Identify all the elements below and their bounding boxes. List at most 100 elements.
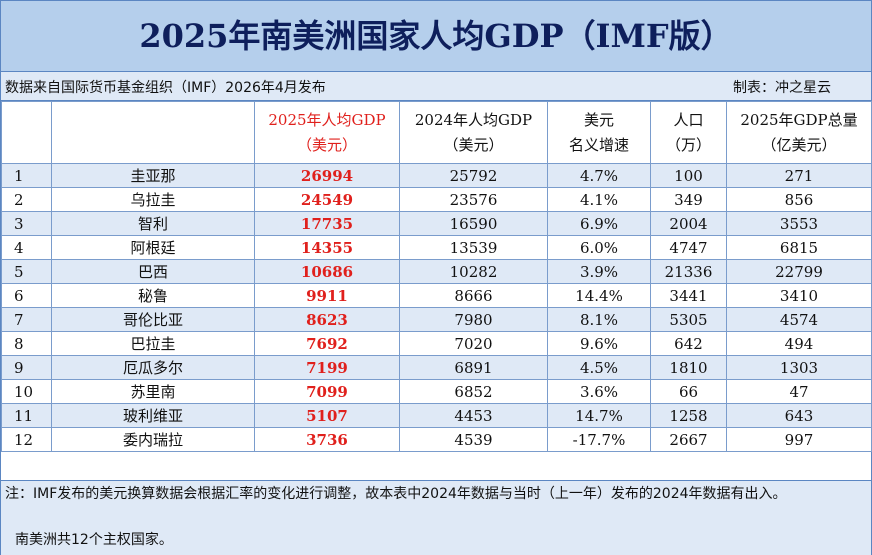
footnote-exchange-rate: 注：IMF发布的美元换算数据会根据汇率的变化进行调整，故本表中2024年数据与当… [5, 486, 787, 502]
cell-gdp-2025: 17735 [254, 211, 400, 236]
cell-population: 1810 [650, 355, 727, 380]
cell-population: 21336 [650, 259, 727, 284]
cell-rank: 7 [1, 307, 52, 332]
table-row: 9 厄瓜多尔 7199 6891 4.5% 1810 1303 [1, 355, 872, 380]
header-country [51, 101, 255, 164]
table-row: 6 秘鲁 9911 8666 14.4% 3441 3410 [1, 283, 872, 308]
cell-rank: 1 [1, 163, 52, 188]
cell-gdp-2024: 7020 [399, 331, 548, 356]
cell-country: 玻利维亚 [51, 403, 255, 428]
cell-gdp-2024: 25792 [399, 163, 548, 188]
header-gdp-2024: 2024年人均GDP （美元） [399, 101, 548, 164]
cell-rank: 10 [1, 379, 52, 404]
table-row: 5 巴西 10686 10282 3.9% 21336 22799 [1, 259, 872, 284]
cell-gdp-total: 271 [726, 163, 872, 188]
table-body: 1 圭亚那 26994 25792 4.7% 100 271 2 乌拉圭 24549 23576 4.… [1, 163, 872, 452]
cell-gdp-2024: 13539 [399, 235, 548, 260]
cell-gdp-2025: 7199 [254, 355, 400, 380]
header-gdp-total: 2025年GDP总量 （亿美元） [726, 101, 872, 164]
cell-growth: 4.7% [547, 163, 651, 188]
cell-growth: 14.7% [547, 403, 651, 428]
table-row: 1 圭亚那 26994 25792 4.7% 100 271 [1, 163, 872, 188]
cell-gdp-total: 3410 [726, 283, 872, 308]
cell-gdp-2024: 4453 [399, 403, 548, 428]
cell-gdp-total: 856 [726, 187, 872, 212]
cell-population: 349 [650, 187, 727, 212]
cell-rank: 9 [1, 355, 52, 380]
cell-gdp-2025: 7692 [254, 331, 400, 356]
header-population: 人口 （万） [650, 101, 727, 164]
cell-gdp-2025: 7099 [254, 379, 400, 404]
cell-country: 阿根廷 [51, 235, 255, 260]
table-row: 3 智利 17735 16590 6.9% 2004 3553 [1, 211, 872, 236]
cell-growth: 3.6% [547, 379, 651, 404]
cell-gdp-2025: 3736 [254, 427, 400, 452]
cell-gdp-2025: 24549 [254, 187, 400, 212]
cell-population: 4747 [650, 235, 727, 260]
cell-population: 2667 [650, 427, 727, 452]
cell-rank: 6 [1, 283, 52, 308]
cell-gdp-total: 4574 [726, 307, 872, 332]
header-row: 2025年人均GDP （美元） 2024年人均GDP （美元） 美元 名义增速 人口（… [1, 101, 872, 164]
cell-gdp-2025: 26994 [254, 163, 400, 188]
cell-country: 委内瑞拉 [51, 427, 255, 452]
cell-growth: 9.6% [547, 331, 651, 356]
cell-gdp-2024: 10282 [399, 259, 548, 284]
footnote-country-count: 南美洲共12个主权国家。 [15, 532, 173, 548]
cell-rank: 11 [1, 403, 52, 428]
cell-rank: 8 [1, 331, 52, 356]
gdp-table: 2025年人均GDP （美元） 2024年人均GDP （美元） 美元 名义增速 人口（… [1, 101, 872, 452]
table-row: 8 巴拉圭 7692 7020 9.6% 642 494 [1, 331, 872, 356]
cell-population: 3441 [650, 283, 727, 308]
cell-gdp-2024: 23576 [399, 187, 548, 212]
cell-growth: 4.1% [547, 187, 651, 212]
cell-country: 巴西 [51, 259, 255, 284]
cell-rank: 3 [1, 211, 52, 236]
cell-gdp-2024: 6891 [399, 355, 548, 380]
cell-growth: 4.5% [547, 355, 651, 380]
cell-gdp-2024: 7980 [399, 307, 548, 332]
table-row: 4 阿根廷 14355 13539 6.0% 4747 6815 [1, 235, 872, 260]
cell-gdp-total: 6815 [726, 235, 872, 260]
cell-gdp-2025: 14355 [254, 235, 400, 260]
cell-gdp-2025: 10686 [254, 259, 400, 284]
cell-growth: 6.0% [547, 235, 651, 260]
cell-gdp-total: 494 [726, 331, 872, 356]
cell-gdp-2024: 8666 [399, 283, 548, 308]
cell-country: 厄瓜多尔 [51, 355, 255, 380]
cell-growth: 3.9% [547, 259, 651, 284]
cell-rank: 5 [1, 259, 52, 284]
meta-bar: 数据来自国际货币基金组织（IMF）2026年4月发布 制表：冲之星云 [1, 72, 871, 101]
header-gdp-2025: 2025年人均GDP （美元） [254, 101, 400, 164]
footnotes: 注：IMF发布的美元换算数据会根据汇率的变化进行调整，故本表中2024年数据与当… [1, 480, 871, 555]
cell-population: 642 [650, 331, 727, 356]
cell-gdp-total: 1303 [726, 355, 872, 380]
cell-gdp-total: 47 [726, 379, 872, 404]
header-growth: 美元 名义增速 [547, 101, 651, 164]
cell-gdp-2024: 4539 [399, 427, 548, 452]
cell-country: 圭亚那 [51, 163, 255, 188]
source-note: 数据来自国际货币基金组织（IMF）2026年4月发布 [5, 80, 326, 96]
page-title: 2025年南美洲国家人均GDP（IMF版） [1, 1, 871, 72]
cell-population: 66 [650, 379, 727, 404]
table-row: 2 乌拉圭 24549 23576 4.1% 349 856 [1, 187, 872, 212]
cell-country: 巴拉圭 [51, 331, 255, 356]
maker-credit: 制表：冲之星云 [733, 80, 831, 96]
cell-rank: 4 [1, 235, 52, 260]
cell-gdp-total: 997 [726, 427, 872, 452]
cell-gdp-2024: 16590 [399, 211, 548, 236]
cell-growth: 6.9% [547, 211, 651, 236]
cell-rank: 2 [1, 187, 52, 212]
cell-country: 秘鲁 [51, 283, 255, 308]
table-row: 10 苏里南 7099 6852 3.6% 66 47 [1, 379, 872, 404]
cell-gdp-2025: 8623 [254, 307, 400, 332]
cell-gdp-2024: 6852 [399, 379, 548, 404]
table-row: 7 哥伦比亚 8623 7980 8.1% 5305 4574 [1, 307, 872, 332]
table-row: 12 委内瑞拉 3736 4539 -17.7% 2667 997 [1, 427, 872, 452]
cell-country: 智利 [51, 211, 255, 236]
cell-growth: 8.1% [547, 307, 651, 332]
cell-country: 哥伦比亚 [51, 307, 255, 332]
cell-gdp-2025: 5107 [254, 403, 400, 428]
cell-population: 2004 [650, 211, 727, 236]
